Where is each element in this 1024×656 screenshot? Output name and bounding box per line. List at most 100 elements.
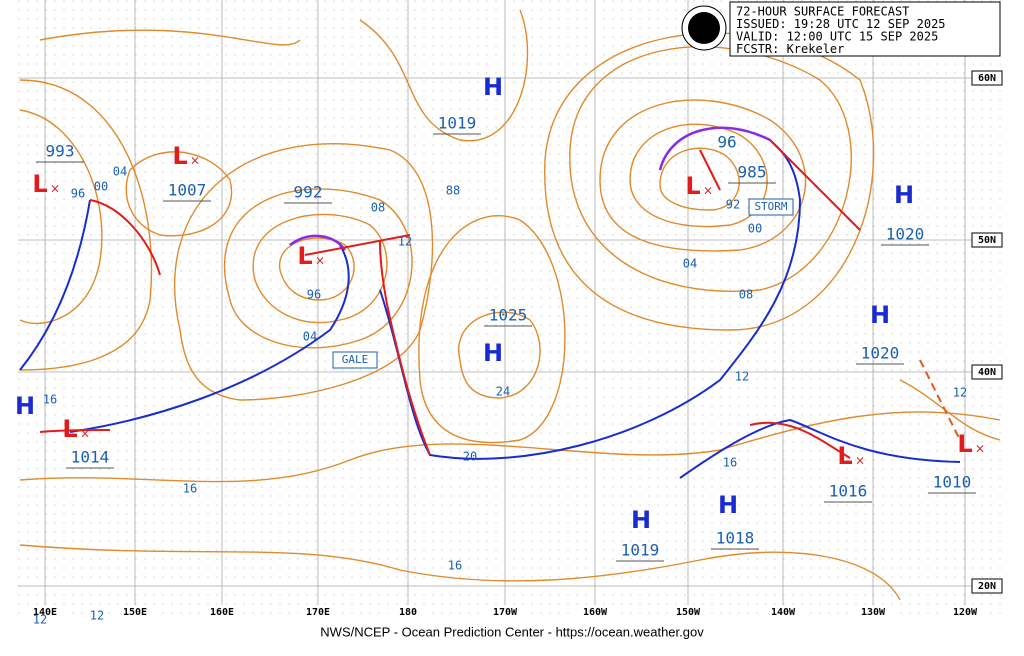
contour-label: 04 [303, 330, 317, 344]
warning-label: GALE [342, 353, 369, 366]
lat-label: 60N [978, 73, 996, 84]
pressure-label: 1019 [621, 541, 660, 560]
pressure-label: 1020 [886, 225, 925, 244]
lon-label: 170W [493, 607, 518, 618]
high-symbol: H [15, 392, 35, 420]
header-line: FCSTR: Krekeler [736, 42, 844, 56]
contour-label: 12 [398, 235, 412, 249]
low-cross: × [315, 254, 325, 268]
lon-label: 160E [210, 607, 234, 618]
lon-label-box [485, 605, 525, 618]
low-symbol: L [837, 442, 852, 470]
low-cross: × [190, 154, 200, 168]
contour-label: 24 [496, 385, 510, 399]
low-cross: × [703, 184, 713, 198]
lon-label: 170E [306, 607, 330, 618]
lon-label: 160W [583, 607, 608, 618]
lat-label: 20N [978, 581, 996, 592]
contour-label: 96 [717, 133, 736, 152]
lon-label-box [298, 605, 338, 618]
contour-label: 16 [183, 482, 197, 496]
warning-label: STORM [754, 200, 787, 213]
contour-label: 16 [448, 559, 462, 573]
pressure-label: 993 [46, 142, 75, 161]
lon-label-box [945, 605, 985, 618]
high-symbol: H [894, 181, 914, 209]
high-symbol: H [483, 339, 503, 367]
low-symbol: L [172, 142, 187, 170]
lon-label-box [668, 605, 708, 618]
contour-label: 16 [43, 393, 57, 407]
footer: NWS/NCEP - Ocean Prediction Center - htt… [320, 624, 704, 639]
contour-label: 92 [726, 198, 740, 212]
pressure-label: 1010 [933, 473, 972, 492]
footer-bg [0, 622, 1024, 652]
high-symbol: H [483, 73, 503, 101]
lat-label: 40N [978, 367, 996, 378]
lat-label-box [971, 364, 1003, 380]
warning-box [332, 351, 378, 369]
lon-label-box [202, 605, 242, 618]
low-symbol: L [957, 430, 972, 458]
low-symbol: L [685, 172, 700, 200]
pressure-label: 1016 [829, 482, 868, 501]
high-symbol: H [718, 491, 738, 519]
high-symbol: H [631, 506, 651, 534]
contour-label: 00 [748, 222, 762, 236]
high-symbol: H [870, 301, 890, 329]
lon-label: 180 [399, 607, 417, 618]
pressure-label: 985 [738, 163, 767, 182]
contour-label: 96 [307, 288, 321, 302]
low-symbol: L [297, 242, 312, 270]
contour-label: 88 [446, 184, 460, 198]
header-box [729, 1, 1001, 57]
lon-label-box [115, 605, 155, 618]
lon-label: 150E [123, 607, 147, 618]
contour-label: 12 [953, 386, 967, 400]
contour-label: 20 [463, 450, 477, 464]
pressure-label: 1025 [489, 306, 528, 325]
contour-label: 00 [94, 180, 108, 194]
warning-box [748, 198, 794, 216]
contour-label: 96 [71, 187, 85, 201]
lon-label: 140W [771, 607, 796, 618]
header-line: 72-HOUR SURFACE FORECAST [736, 5, 909, 19]
contour-label: 08 [371, 201, 385, 215]
lon-label: 140E [33, 607, 57, 618]
lat-label: 50N [978, 235, 996, 246]
low-cross: × [975, 442, 985, 456]
lat-label-box [971, 232, 1003, 248]
lon-label-box [575, 605, 615, 618]
pressure-label: 1007 [168, 181, 207, 200]
contour-label: 04 [683, 257, 697, 271]
pressure-label: 992 [294, 183, 323, 202]
lon-label-box [388, 605, 428, 618]
pressure-label: 1018 [716, 529, 755, 548]
contour-label: 12 [90, 609, 104, 623]
pressure-label: 1014 [71, 448, 110, 467]
noaa-logo-inner [688, 12, 720, 44]
contour-label: 12 [735, 370, 749, 384]
fronts [19, 126, 961, 479]
lon-label: 150W [676, 607, 701, 618]
contour-label: 16 [723, 456, 737, 470]
header-line: ISSUED: 19:28 UTC 12 SEP 2025 [736, 17, 946, 31]
low-cross: × [80, 427, 90, 441]
lon-label-box [25, 605, 65, 618]
lon-label-box [763, 605, 803, 618]
pressure-label: 1020 [861, 344, 900, 363]
low-symbol: L [32, 170, 47, 198]
lat-label-box [971, 70, 1003, 86]
low-cross: × [50, 182, 60, 196]
low-cross: × [855, 454, 865, 468]
contour-label: 04 [113, 165, 127, 179]
header-line: VALID: 12:00 UTC 15 SEP 2025 [736, 30, 938, 44]
pressure-label: 1019 [438, 114, 477, 133]
lon-label: 130W [861, 607, 886, 618]
contour-label: 08 [739, 288, 753, 302]
low-symbol: L [62, 415, 77, 443]
contour-label: 12 [33, 613, 47, 627]
lon-label-box [853, 605, 893, 618]
lon-label: 120W [953, 607, 978, 618]
